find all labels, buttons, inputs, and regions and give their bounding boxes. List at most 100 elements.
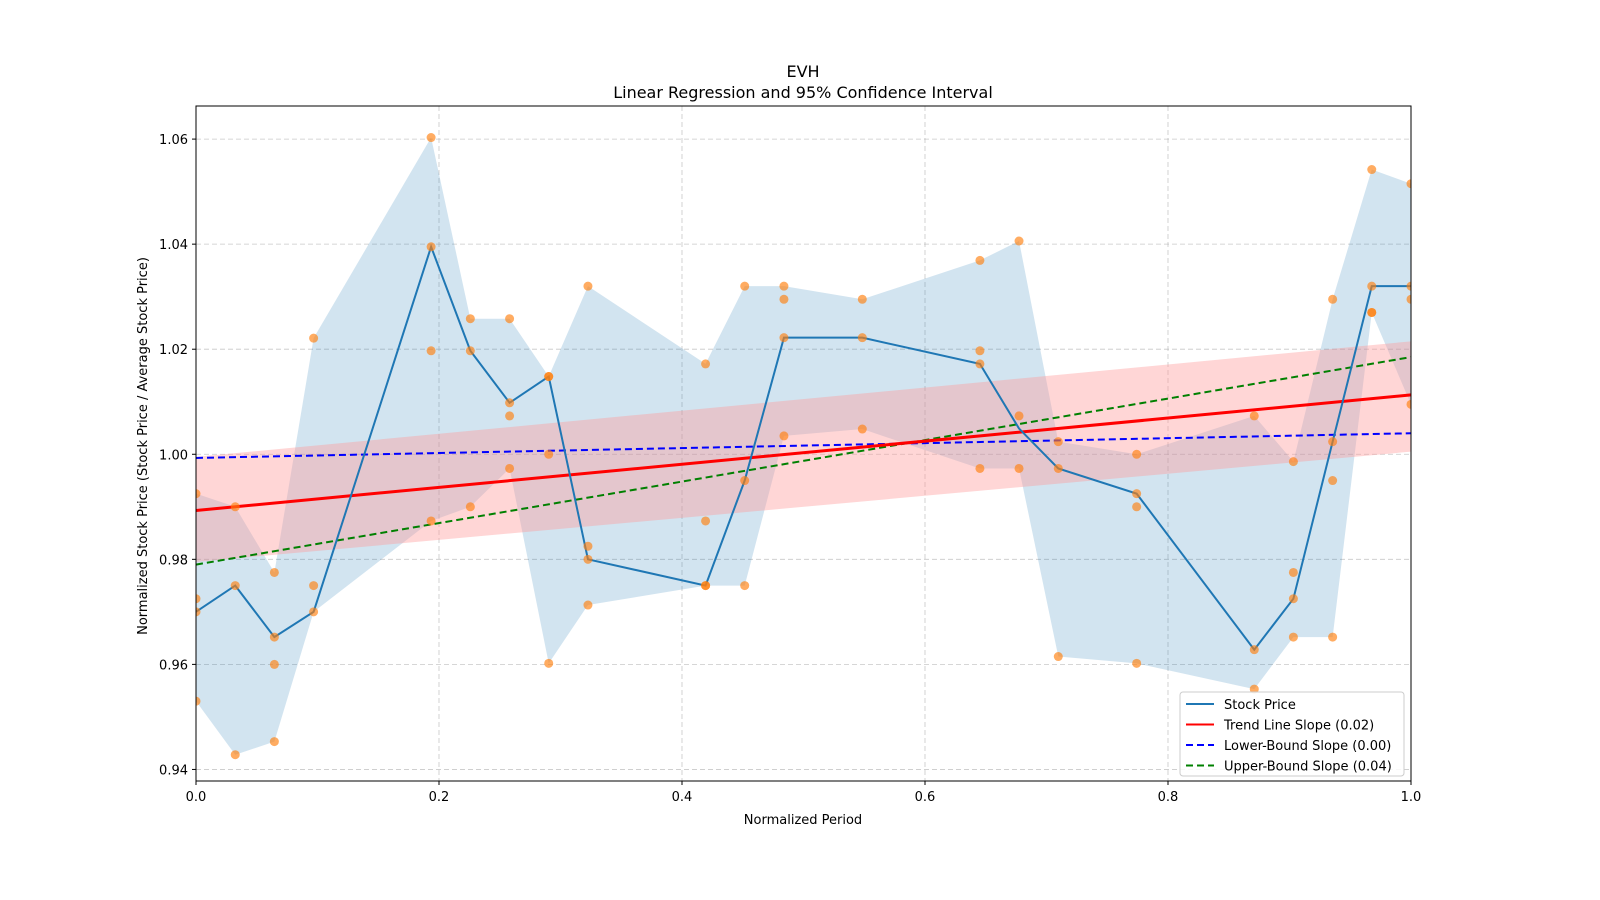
- scatter-point: [426, 133, 436, 143]
- scatter-point: [1406, 294, 1411, 304]
- scatter-point: [1014, 463, 1024, 473]
- scatter-point: [544, 658, 554, 668]
- y-tick-label: 1.06: [159, 133, 188, 148]
- lower-bound-line: [195, 432, 1412, 459]
- scatter-point: [740, 581, 750, 591]
- y-tick-label: 0.98: [159, 553, 188, 568]
- scatter-point: [465, 346, 475, 356]
- scatter-point: [1132, 449, 1142, 459]
- scatter-point: [1288, 632, 1298, 642]
- scatter-point: [269, 632, 279, 642]
- scatter-point: [975, 463, 985, 473]
- scatter-point: [426, 516, 436, 526]
- scatter-point: [309, 581, 319, 591]
- y-tick-label: 1.02: [159, 343, 188, 358]
- trend-line: [195, 393, 1412, 512]
- scatter-point: [196, 594, 201, 604]
- legend: Stock Price Trend Line Slope (0.02) Lower-…: [1179, 691, 1405, 777]
- scatter-point: [1328, 476, 1338, 486]
- scatter-point: [583, 541, 593, 551]
- x-tick-label: 0.0: [186, 790, 207, 805]
- scatter-point: [230, 581, 240, 591]
- scatter-point: [857, 424, 867, 434]
- scatter-point: [779, 294, 789, 304]
- scatter-point: [1367, 307, 1377, 317]
- stock-price-line: [195, 243, 1411, 652]
- scatter-point: [1288, 457, 1298, 467]
- scatter-point: [1132, 489, 1142, 499]
- scatter-point: [1053, 652, 1063, 662]
- x-tick-label: 0.8: [1158, 790, 1179, 805]
- scatter-point: [1406, 399, 1411, 409]
- upper-bound-line: [195, 356, 1412, 566]
- x-tick-label: 0.4: [672, 790, 693, 805]
- scatter-point: [779, 333, 789, 343]
- scatter-point: [1014, 236, 1024, 246]
- legend-label-stock: Stock Price: [1224, 698, 1296, 713]
- scatter-point: [1249, 645, 1259, 655]
- scatter-point: [779, 281, 789, 291]
- plot-frame: [195, 105, 1412, 782]
- scatter-point: [1367, 281, 1377, 291]
- scatter-point: [465, 502, 475, 512]
- scatter-point: [465, 314, 475, 324]
- y-axis-label: Normalized Stock Price (Stock Price / Av…: [136, 257, 151, 635]
- scatter-point: [701, 581, 711, 591]
- legend-label-upper: Upper-Bound Slope (0.04): [1224, 760, 1392, 775]
- y-tick-label: 0.96: [159, 658, 188, 673]
- scatter-point: [1014, 411, 1024, 421]
- scatter-point: [583, 554, 593, 564]
- scatter-point: [230, 502, 240, 512]
- scatter-point: [857, 333, 867, 343]
- scatter-point: [544, 372, 554, 382]
- legend-label-lower: Lower-Bound Slope (0.00): [1224, 739, 1391, 754]
- scatter-point: [1053, 463, 1063, 473]
- scatter-point: [1406, 281, 1411, 291]
- scatter-point: [196, 607, 201, 617]
- x-axis-label: Normalized Period: [744, 813, 862, 828]
- scatter-point: [196, 489, 201, 499]
- scatter-point: [505, 411, 515, 421]
- legend-label-trend: Trend Line Slope (0.02): [1223, 719, 1374, 734]
- scatter-point: [1367, 165, 1377, 175]
- scatter-point: [230, 750, 240, 760]
- scatter-point: [740, 476, 750, 486]
- scatter-point: [505, 463, 515, 473]
- scatter-point: [1328, 294, 1338, 304]
- y-tick-label: 1.04: [159, 238, 188, 253]
- x-ticks: 0.0 0.2 0.4 0.6 0.8 1.0: [186, 781, 1422, 805]
- scatter-point: [857, 294, 867, 304]
- scatter-point: [1328, 632, 1338, 642]
- scatter-point: [505, 398, 515, 408]
- scatter-point: [975, 346, 985, 356]
- scatter-point: [1288, 594, 1298, 604]
- scatter-point: [544, 449, 554, 459]
- x-tick-label: 0.2: [429, 790, 450, 805]
- y-ticks: 0.94 0.96 0.98 1.00 1.02 1.04 1.06: [159, 133, 196, 778]
- scatter-point: [740, 281, 750, 291]
- scatter-point: [1249, 411, 1259, 421]
- chart-title: EVH: [786, 62, 819, 81]
- scatter-point: [1249, 684, 1259, 694]
- scatter-point: [583, 281, 593, 291]
- scatter-point: [1053, 437, 1063, 447]
- scatter-point: [505, 314, 515, 324]
- scatter-point: [975, 359, 985, 369]
- y-tick-label: 1.00: [159, 448, 188, 463]
- scatter-point: [1132, 502, 1142, 512]
- scatter-point: [269, 567, 279, 577]
- x-tick-label: 1.0: [1401, 790, 1422, 805]
- scatter-point: [1406, 179, 1411, 189]
- scatter-point: [196, 696, 201, 706]
- scatter-point: [309, 607, 319, 617]
- lines: [195, 243, 1412, 652]
- scatter-point: [583, 600, 593, 610]
- scatter-point: [779, 431, 789, 441]
- scatter-point: [426, 242, 436, 252]
- scatter-points: [196, 133, 1411, 760]
- legend-box: [1179, 691, 1405, 777]
- scatter-point: [309, 333, 319, 343]
- scatter-point: [975, 255, 985, 265]
- x-tick-label: 0.6: [915, 790, 936, 805]
